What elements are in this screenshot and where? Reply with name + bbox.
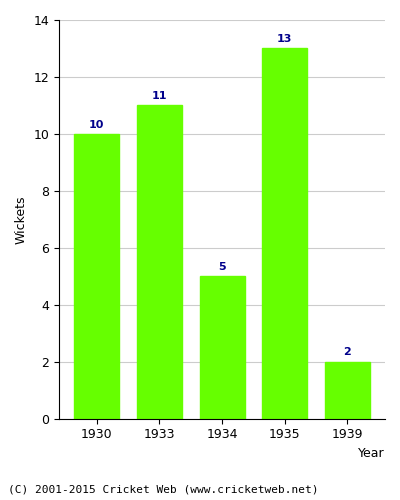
Text: 5: 5 [218, 262, 226, 272]
Text: (C) 2001-2015 Cricket Web (www.cricketweb.net): (C) 2001-2015 Cricket Web (www.cricketwe… [8, 485, 318, 495]
Y-axis label: Wickets: Wickets [15, 195, 28, 244]
Bar [262, 48, 307, 418]
Bar [74, 134, 119, 418]
Text: 11: 11 [152, 91, 167, 101]
X-axis label: Year: Year [358, 447, 385, 460]
Text: 13: 13 [277, 34, 292, 44]
Text: 10: 10 [89, 120, 104, 130]
Text: 2: 2 [344, 348, 351, 358]
Bar [325, 362, 370, 418]
Bar [137, 106, 182, 418]
Bar [200, 276, 245, 418]
